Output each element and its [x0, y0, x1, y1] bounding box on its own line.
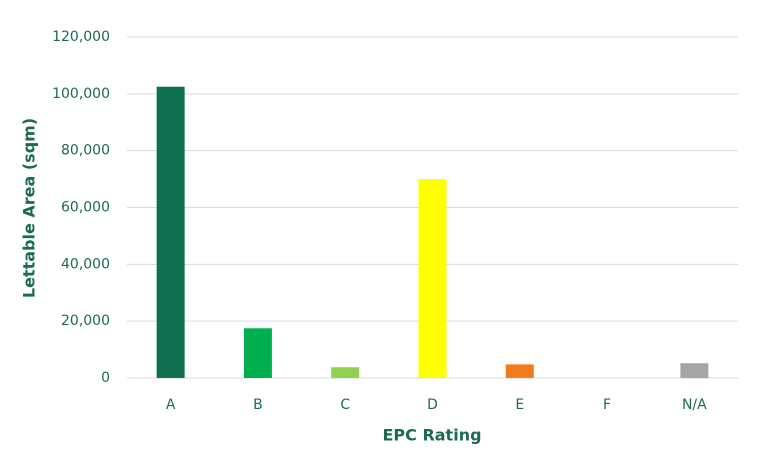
bar	[331, 367, 360, 378]
bar	[418, 179, 447, 378]
y-tick-label: 80,000	[61, 143, 110, 159]
x-tick-label: F	[603, 397, 611, 413]
x-tick-label: B	[253, 397, 263, 413]
y-tick-label: 60,000	[61, 200, 110, 216]
bar	[156, 86, 185, 379]
y-tick-label: 120,000	[52, 29, 110, 45]
x-tick-label: N/A	[682, 397, 707, 413]
x-tick-label: C	[340, 397, 350, 413]
y-tick-label: 0	[101, 370, 110, 386]
x-tick-label: D	[427, 397, 438, 413]
x-tick-label: A	[166, 397, 176, 413]
x-tick-label: E	[515, 397, 524, 413]
y-tick-label: 20,000	[61, 313, 110, 329]
x-axis-title: EPC Rating	[382, 426, 481, 445]
bar	[243, 328, 272, 378]
y-axis-title: Lettable Area (sqm)	[20, 118, 39, 298]
bar	[680, 363, 709, 378]
y-tick-label: 100,000	[52, 86, 110, 102]
bar	[505, 364, 534, 378]
y-tick-label: 40,000	[61, 256, 110, 272]
